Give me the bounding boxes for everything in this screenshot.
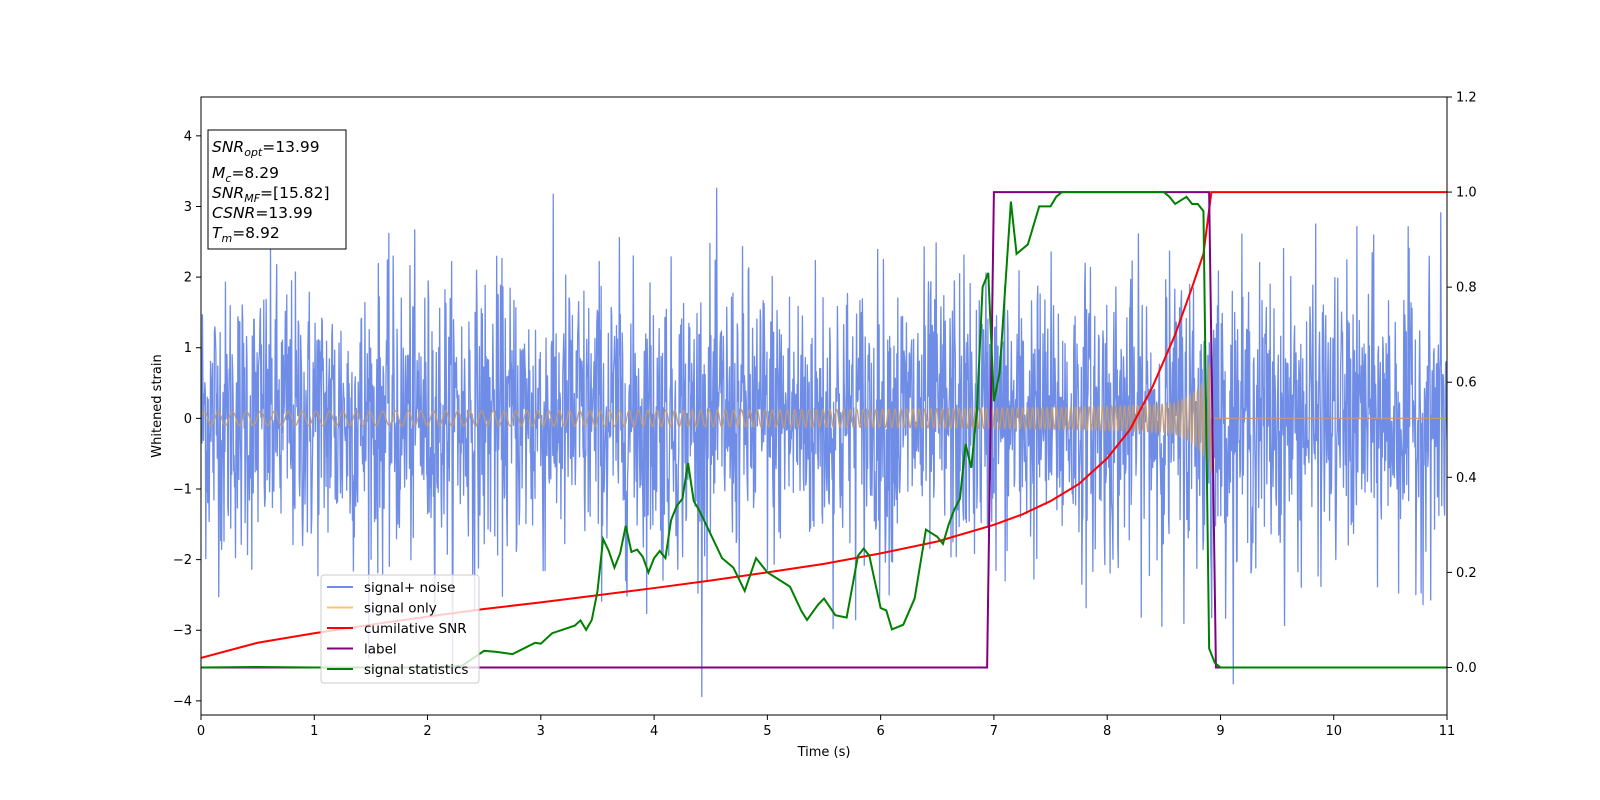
y2-tick-label: 0.2 bbox=[1456, 566, 1477, 581]
y2-tick-label: 0.4 bbox=[1456, 471, 1477, 486]
legend-frame bbox=[320, 574, 480, 684]
series-signal-only-line bbox=[201, 363, 1447, 474]
annotation-csnr: CSNR=13.99 bbox=[212, 204, 313, 222]
annotation-tm: Tm=8.92 bbox=[212, 224, 280, 245]
legend-label: signal+ noise bbox=[364, 580, 455, 596]
x-tick-label: 10 bbox=[1325, 724, 1342, 739]
annotation-snr-mf: SNRMF=[15.82] bbox=[212, 184, 330, 205]
y2-tick-label: 0.6 bbox=[1456, 376, 1477, 391]
x-tick-label: 2 bbox=[423, 724, 431, 739]
annotation-snr-opt: SNRopt=13.99 bbox=[212, 138, 320, 159]
legend-label: label bbox=[364, 642, 397, 658]
x-tick-label: 0 bbox=[197, 724, 205, 739]
x-axis-label: Time (s) bbox=[797, 745, 851, 760]
y2-tick-label: 0.8 bbox=[1456, 281, 1477, 296]
y2-tick-label: 1.2 bbox=[1456, 91, 1477, 106]
x-tick-label: 4 bbox=[650, 724, 658, 739]
y-tick-label: −2 bbox=[173, 553, 192, 568]
x-tick-label: 9 bbox=[1216, 724, 1224, 739]
x-tick-label: 1 bbox=[310, 724, 318, 739]
x-tick-label: 8 bbox=[1103, 724, 1111, 739]
legend: signal+ noise signal only cumilative SNR la… bbox=[320, 574, 480, 684]
y-tick-label: 4 bbox=[184, 129, 192, 144]
axes-frame bbox=[200, 96, 1448, 716]
y-axis-label: Whitened strain bbox=[150, 354, 165, 457]
y2-tick-label: 0.0 bbox=[1456, 661, 1477, 676]
annotation-frame bbox=[207, 129, 347, 250]
y-tick-label: −3 bbox=[173, 624, 192, 639]
y-tick-label: 0 bbox=[184, 412, 192, 427]
y-axis-ticks: −4 −3 −2 −1 0 1 2 3 4 bbox=[173, 129, 201, 709]
y2-axis-ticks: 0.0 0.2 0.4 0.6 0.8 1.0 1.2 bbox=[1447, 91, 1477, 676]
y-tick-label: −4 bbox=[173, 694, 192, 709]
y-tick-label: 1 bbox=[184, 341, 192, 356]
legend-label: cumilative SNR bbox=[364, 621, 467, 637]
y2-tick-label: 1.0 bbox=[1456, 186, 1477, 201]
legend-label: signal only bbox=[364, 601, 437, 617]
y-tick-label: −1 bbox=[173, 482, 192, 497]
y-tick-label: 3 bbox=[184, 200, 192, 215]
x-tick-label: 3 bbox=[537, 724, 545, 739]
y-tick-label: 2 bbox=[184, 271, 192, 286]
x-tick-label: 11 bbox=[1439, 724, 1456, 739]
x-tick-label: 7 bbox=[990, 724, 998, 739]
series-signal-statistics-line bbox=[201, 191, 1447, 669]
annotation-box: SNRopt=13.99 Mc=8.29 SNRMF=[15.82] CSNR=… bbox=[207, 129, 347, 250]
x-tick-label: 6 bbox=[876, 724, 884, 739]
series-signal-noise-line bbox=[201, 187, 1447, 698]
x-axis-ticks: 0 1 2 3 4 5 6 7 8 9 10 11 bbox=[197, 715, 1455, 739]
x-tick-label: 5 bbox=[763, 724, 771, 739]
annotation-mc: Mc=8.29 bbox=[212, 164, 279, 185]
legend-label: signal statistics bbox=[364, 662, 468, 678]
